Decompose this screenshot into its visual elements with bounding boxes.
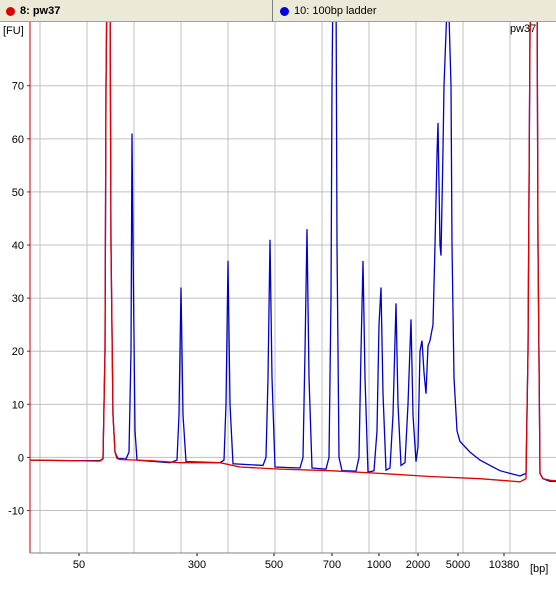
x-tick-label: 5000 xyxy=(446,559,470,571)
electropherogram-plot: -10 0 10 20 30 40 50 60 70 50 300 500 700 1000 2000 500… xyxy=(0,22,556,586)
tab-label: 10: 100bp ladder xyxy=(294,5,377,17)
red-dot-icon xyxy=(6,6,15,16)
sample-trace-line xyxy=(30,22,556,483)
y-tick-label: 30 xyxy=(12,293,24,305)
x-tick-label: 50 xyxy=(73,559,85,571)
y-tick-label: 0 xyxy=(18,452,24,464)
blue-dot-icon xyxy=(280,6,289,16)
x-tick-label: 2000 xyxy=(406,559,430,571)
axes: -10 0 10 20 30 40 50 60 70 50 300 500 700 1000 2000 500… xyxy=(8,22,556,571)
tab-label: 8: pw37 xyxy=(20,5,61,17)
ladder-trace-line xyxy=(30,22,556,482)
electropherogram-svg: -10 0 10 20 30 40 50 60 70 50 300 500 700 1000 2000 500… xyxy=(3,22,556,575)
x-tick-label: 700 xyxy=(323,559,341,571)
tab-ladder[interactable]: 10: 100bp ladder xyxy=(274,0,556,22)
x-axis-label: [bp] xyxy=(530,563,548,575)
sample-tab-bar: 8: pw37 10: 100bp ladder xyxy=(0,0,556,22)
grid-lines xyxy=(30,22,556,553)
y-tick-label: 20 xyxy=(12,346,24,358)
y-tick-label: 10 xyxy=(12,399,24,411)
y-tick-label: 50 xyxy=(12,187,24,199)
y-tick-label: 70 xyxy=(12,81,24,93)
x-tick-label: 500 xyxy=(265,559,283,571)
x-tick-label: 300 xyxy=(188,559,206,571)
tab-sample-pw37[interactable]: 8: pw37 xyxy=(0,0,273,22)
y-axis-label: [FU] xyxy=(3,25,24,37)
y-tick-label: 60 xyxy=(12,134,24,146)
x-tick-label: 1000 xyxy=(367,559,391,571)
sample-name-label: pw37 xyxy=(510,23,536,35)
y-tick-label: -10 xyxy=(8,506,24,518)
trace-lines xyxy=(30,22,556,483)
y-tick-label: 40 xyxy=(12,240,24,252)
x-tick-label: 10380 xyxy=(489,559,520,571)
